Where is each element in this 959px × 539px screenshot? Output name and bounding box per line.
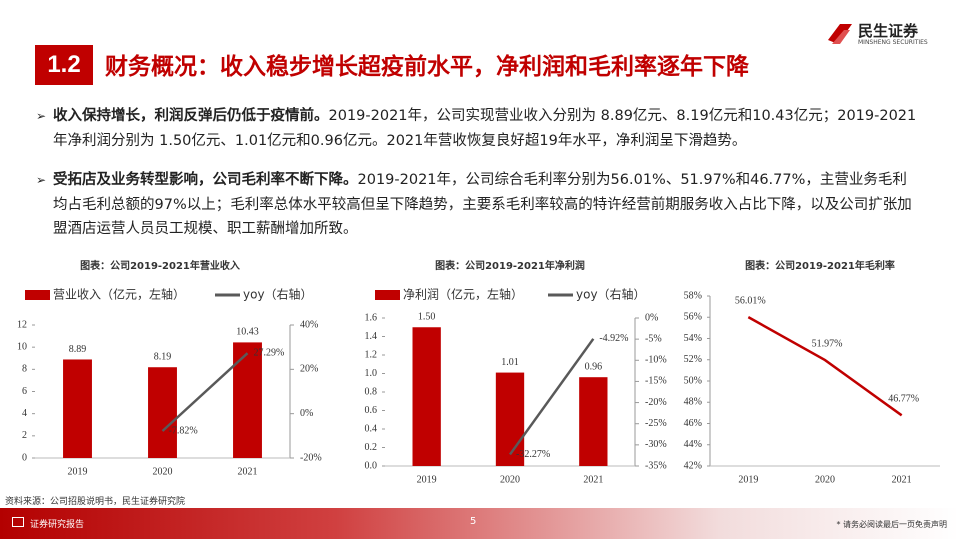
line: [161, 352, 249, 432]
x-tick-label: 2021: [892, 474, 912, 485]
point-label: 51.97%: [812, 338, 843, 349]
bar-label: 1.01: [501, 357, 519, 368]
bullet: 受拓店及业务转型影响，公司毛利率不断下降。2019-2021年，公司综合毛利率分…: [36, 168, 918, 242]
bar-label: 1.50: [418, 312, 436, 323]
bullet-list: 收入保持增长，利润反弹后仍低于疫情前。2019-2021年，公司实现营业收入分别…: [36, 104, 918, 257]
y-tick-label: 50%: [684, 375, 702, 386]
y2-tick-label: -5%: [645, 333, 662, 344]
legend-label: 营业收入（亿元，左轴）: [53, 287, 185, 302]
y-tick-label: 54%: [684, 333, 702, 344]
bar: [495, 372, 525, 466]
footer-icon: [12, 517, 24, 527]
y-tick-label: 0.4: [365, 423, 378, 434]
legend-label: yoy（右轴）: [243, 287, 313, 302]
x-tick-label: 2020: [500, 474, 520, 485]
x-tick-label: 2019: [417, 474, 437, 485]
y2-tick-label: 0%: [300, 408, 313, 419]
y-tick-label: 1.6: [365, 312, 378, 323]
bullet-text: 2019-2021年，公司实现营业收入分别为 8.89亿元、8.19亿元和10.…: [53, 108, 917, 149]
chart-title: 图表：公司2019-2021年净利润: [435, 259, 585, 272]
y-tick-label: 12: [17, 319, 27, 330]
y-tick-label: 58%: [684, 290, 702, 301]
logo-sub: MINSHENG SECURITIES: [858, 39, 928, 46]
legend-swatch: [25, 290, 50, 300]
line: [508, 338, 595, 456]
point-label: -32.27%: [516, 449, 550, 460]
y2-tick-label: -15%: [645, 376, 667, 387]
x-tick-label: 2021: [583, 474, 603, 485]
x-tick-label: 2020: [153, 466, 173, 477]
bullet-text: 2019-2021年，公司综合毛利率分别为56.01%、51.97%和46.77…: [53, 172, 912, 237]
y-tick-label: 52%: [684, 354, 702, 365]
logo-icon: [828, 24, 852, 44]
y-tick-label: 8: [22, 364, 27, 375]
y2-tick-label: -20%: [645, 397, 667, 408]
x-tick-label: 2019: [738, 474, 758, 485]
y-tick-label: 0: [22, 452, 27, 463]
bar: [233, 342, 262, 458]
y-tick-label: 1.2: [365, 349, 378, 360]
bar: [148, 367, 177, 458]
chart-title: 图表：公司2019-2021年毛利率: [745, 259, 895, 272]
footer-label: 证券研究报告: [30, 520, 85, 530]
disclaimer: * 请务必阅读最后一页免责声明: [836, 520, 947, 529]
bar-label: 8.89: [69, 344, 87, 355]
y-tick-label: 1.4: [365, 331, 378, 342]
y-tick-label: 46%: [684, 418, 702, 429]
y-tick-label: 10: [17, 341, 27, 352]
y-tick-label: 44%: [684, 439, 702, 450]
y-tick-label: 0.0: [365, 460, 378, 471]
y2-tick-label: -30%: [645, 439, 667, 450]
x-tick-label: 2020: [815, 474, 835, 485]
y2-tick-label: 0%: [645, 312, 658, 323]
bar-label: 8.19: [154, 352, 172, 363]
bullet-lead: 收入保持增长，利润反弹后仍低于疫情前。: [53, 108, 329, 124]
y-tick-label: 56%: [684, 312, 702, 323]
x-tick-label: 2019: [68, 466, 88, 477]
y-tick-label: 2: [22, 430, 27, 441]
y-tick-label: 42%: [684, 460, 702, 471]
y2-tick-label: 20%: [300, 364, 318, 375]
y-tick-label: 0.2: [365, 442, 378, 453]
bar: [63, 359, 92, 458]
section-badge: 1.2: [35, 45, 93, 85]
bullet-lead: 受拓店及业务转型影响，公司毛利率不断下降。: [53, 172, 358, 188]
legend-label: 净利润（亿元，左轴）: [403, 287, 523, 302]
bar: [579, 377, 608, 466]
bar-label: 10.43: [236, 327, 259, 338]
y2-tick-label: -35%: [645, 460, 667, 471]
y2-tick-label: -20%: [300, 452, 322, 463]
y-tick-label: 1.0: [365, 368, 378, 379]
chart-title: 图表：公司2019-2021年营业收入: [80, 259, 240, 272]
x-tick-label: 2021: [238, 466, 258, 477]
y2-tick-label: 40%: [300, 319, 318, 330]
point-label: -7.82%: [169, 425, 198, 436]
bar: [412, 327, 441, 466]
point-label: 27.29%: [254, 347, 285, 358]
legend-label: yoy（右轴）: [576, 287, 646, 302]
point-label: -4.92%: [599, 333, 628, 344]
y2-tick-label: -25%: [645, 418, 667, 429]
slide-title: 财务概况：收入稳步增长超疫前水平，净利润和毛利率逐年下降: [105, 54, 749, 80]
legend-swatch: [375, 290, 400, 300]
y-tick-label: 6: [22, 386, 27, 397]
page-number: 5: [470, 516, 477, 527]
y-tick-label: 4: [22, 408, 27, 419]
line: [747, 316, 903, 417]
bullet: 收入保持增长，利润反弹后仍低于疫情前。2019-2021年，公司实现营业收入分别…: [36, 104, 918, 153]
y2-tick-label: -10%: [645, 355, 667, 366]
y-tick-label: 48%: [684, 397, 702, 408]
footer: 证券研究报告 5 * 请务必阅读最后一页免责声明: [0, 508, 959, 539]
y-tick-label: 0.6: [365, 405, 378, 416]
logo-name: 民生证券: [858, 22, 919, 40]
point-label: 56.01%: [735, 295, 766, 306]
source-note: 资料来源：公司招股说明书，民生证券研究院: [5, 497, 186, 507]
point-label: 46.77%: [888, 394, 919, 405]
bar-label: 0.96: [585, 361, 603, 372]
y-tick-label: 0.8: [365, 386, 378, 397]
